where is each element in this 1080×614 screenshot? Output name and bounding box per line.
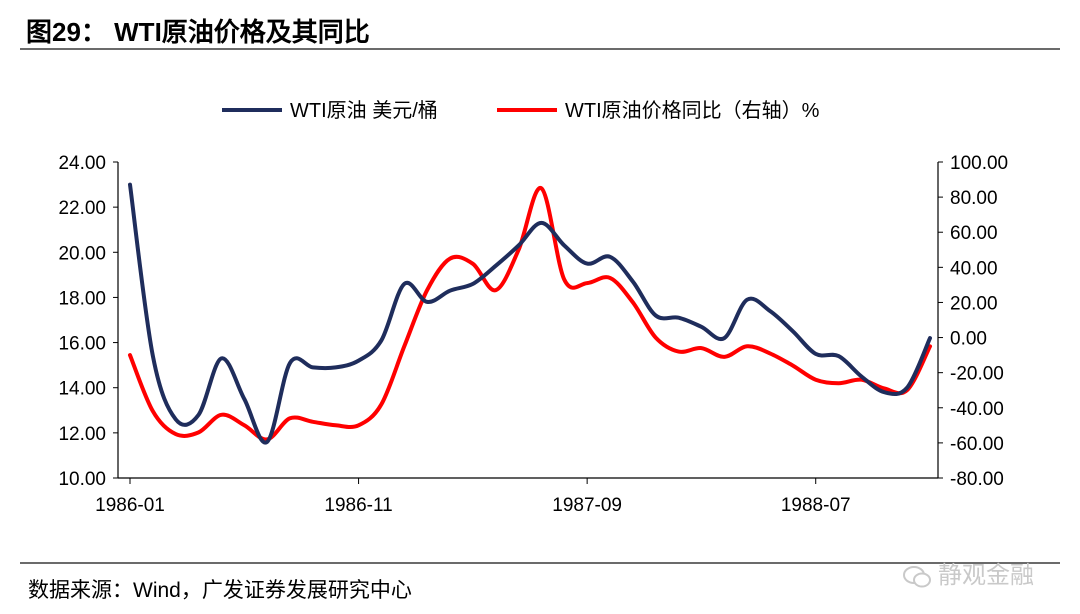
x-tick-label: 1986-01: [95, 495, 165, 516]
right-tick-label: -20.00: [950, 364, 1004, 385]
right-tick-label: -40.00: [950, 399, 1004, 420]
x-tick-label: 1986-11: [324, 495, 392, 516]
left-tick-label: 22.00: [58, 198, 106, 219]
right-tick-label: 60.00: [950, 223, 998, 244]
right-tick-label: -60.00: [950, 434, 1004, 455]
figure-title: 图29： WTI原油价格及其同比: [26, 17, 370, 47]
x-tick-label: 1988-07: [781, 495, 851, 516]
left-tick-label: 16.00: [58, 334, 106, 355]
series-line-price: [128, 182, 932, 445]
wechat-icon: [903, 565, 931, 588]
right-tick-label: 80.00: [950, 188, 998, 209]
watermark: 静观金融: [902, 555, 1034, 590]
axes: 10.00 12.00 14.00 16.00 18.00 20.00 22.00 24.00…: [58, 153, 1008, 516]
right-tick-label: 100.00: [950, 153, 1008, 174]
legend: WTI原油 美元/桶 WTI原油价格同比（右轴）%: [222, 99, 820, 122]
watermark-text: 静观金融: [938, 562, 1034, 589]
left-tick-label: 14.00: [58, 379, 106, 400]
left-tick-label: 10.00: [58, 469, 106, 490]
legend-label-yoy: WTI原油价格同比（右轴）%: [565, 99, 820, 122]
right-tick-label: -80.00: [950, 469, 1004, 490]
title-divider: [20, 48, 1060, 50]
left-tick-label: 18.00: [58, 288, 106, 309]
x-tick-label: 1987-09: [552, 495, 622, 516]
series-line-yoy: [128, 186, 932, 442]
right-tick-label: 20.00: [950, 293, 998, 314]
right-tick-label: 0.00: [950, 329, 987, 350]
left-tick-label: 12.00: [58, 424, 106, 445]
series-lines: [128, 182, 932, 445]
left-tick-label: 24.00: [58, 153, 106, 174]
footer-divider: [20, 562, 1060, 564]
right-tick-label: 40.00: [950, 258, 998, 279]
source-note: 数据来源：Wind，广发证券发展研究中心: [28, 579, 412, 602]
legend-label-price: WTI原油 美元/桶: [290, 99, 438, 122]
left-tick-label: 20.00: [58, 243, 106, 264]
